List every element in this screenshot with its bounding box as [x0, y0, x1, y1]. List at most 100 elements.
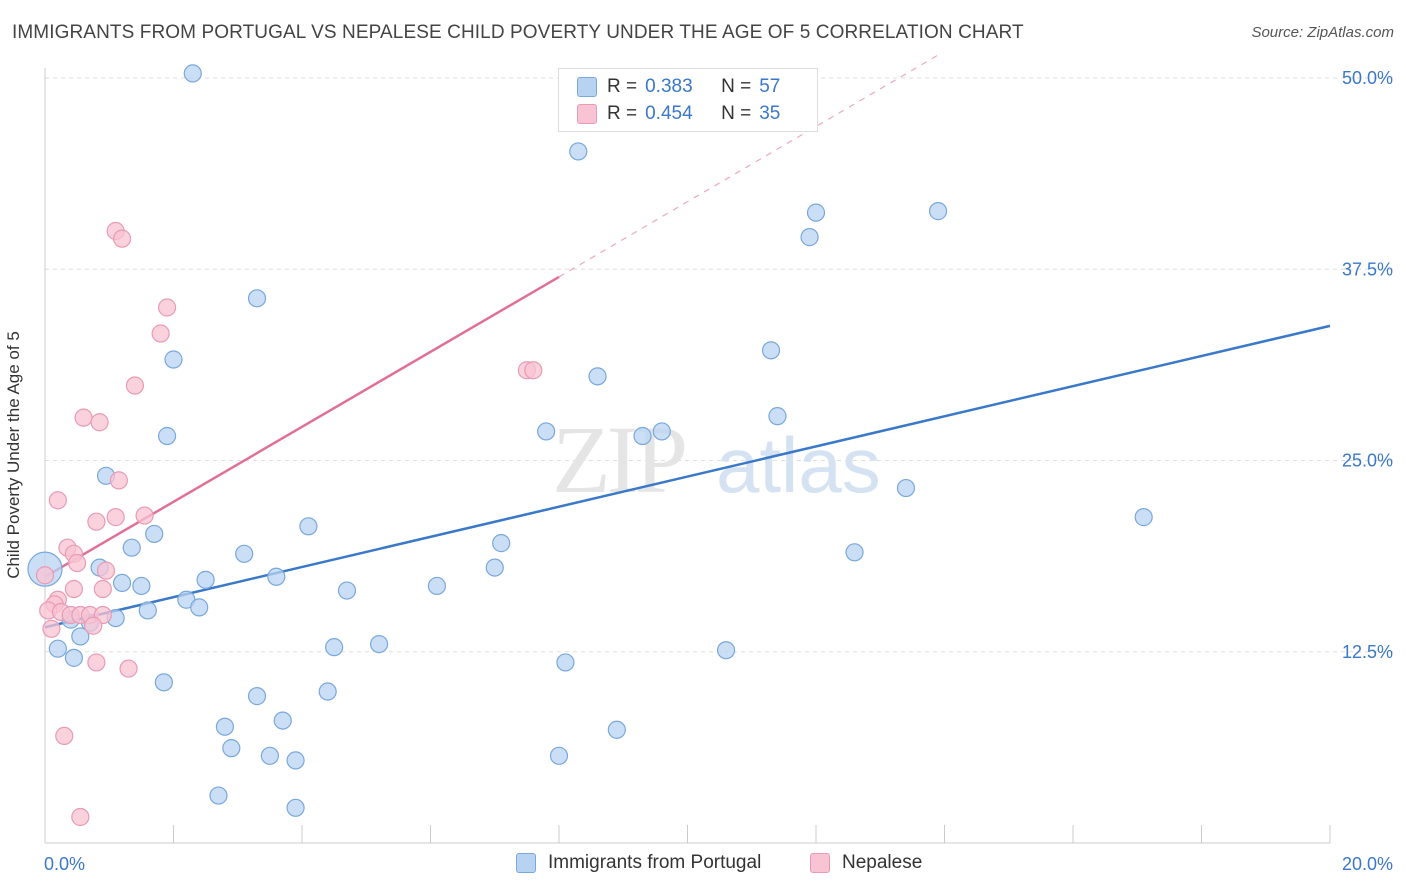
n-label: N =	[721, 76, 752, 97]
grid-lines	[45, 77, 1393, 653]
point-nepalese	[48, 491, 67, 510]
point-nepalese	[135, 506, 154, 525]
legend-swatch-blue	[577, 77, 597, 97]
point-portugal	[845, 543, 864, 562]
point-portugal	[485, 558, 504, 577]
point-nepalese	[106, 508, 125, 527]
point-portugal	[569, 142, 588, 161]
watermark-zip: ZIP	[552, 406, 685, 513]
r-value: 0.454	[645, 103, 693, 124]
chart-title: IMMIGRANTS FROM PORTUGAL VS NEPALESE CHI…	[12, 22, 1024, 43]
x-tick-label: 0.0%	[44, 854, 85, 874]
point-nepalese	[96, 561, 116, 580]
point-nepalese	[64, 579, 84, 599]
point-portugal	[235, 544, 254, 563]
point-portugal	[138, 601, 157, 620]
legend-swatch-pink	[577, 104, 597, 124]
point-portugal	[652, 422, 671, 441]
point-nepalese	[524, 361, 543, 380]
point-portugal	[286, 798, 305, 817]
trend-line-nepalese	[44, 275, 560, 578]
point-portugal	[215, 717, 234, 736]
n-value: 57	[759, 76, 781, 97]
legend-item-nepalese[interactable]: Nepalese	[810, 852, 922, 874]
point-nepalese	[42, 619, 61, 638]
r-label: R =	[607, 103, 638, 124]
point-portugal	[267, 567, 286, 586]
point-portugal	[768, 407, 787, 426]
point-portugal	[247, 289, 267, 308]
point-nepalese	[157, 298, 177, 317]
point-portugal	[196, 570, 215, 589]
chart-source: Source: ZipAtlas.com	[1251, 24, 1394, 41]
point-portugal	[222, 739, 241, 758]
point-portugal	[157, 426, 177, 446]
legend-swatch-pink	[810, 853, 830, 873]
point-portugal	[190, 598, 209, 617]
point-portugal	[145, 524, 164, 544]
point-portugal	[71, 627, 90, 646]
x-tick-label: 20.0%	[1342, 854, 1393, 874]
point-portugal	[318, 682, 337, 701]
point-portugal	[112, 573, 132, 593]
point-portugal	[247, 687, 267, 706]
point-portugal	[806, 203, 826, 222]
point-nepalese	[151, 324, 170, 343]
point-portugal	[537, 422, 556, 441]
legend-label: Immigrants from Portugal	[548, 852, 762, 873]
watermark-atlas: atlas	[716, 421, 881, 509]
point-portugal	[492, 534, 511, 553]
y-tick-label: 50.0%	[1342, 68, 1393, 88]
point-portugal	[299, 517, 318, 536]
point-portugal	[260, 746, 279, 765]
point-nepalese	[87, 512, 106, 531]
point-portugal	[64, 648, 84, 667]
r-label: R =	[607, 76, 638, 97]
legend-item-portugal[interactable]: Immigrants from Portugal	[516, 852, 761, 874]
tick-labels: 12.5% 25.0% 37.5% 50.0% 0.0% 20.0%	[44, 68, 1393, 874]
point-portugal	[209, 786, 228, 805]
point-portugal	[154, 673, 173, 692]
y-tick-label: 12.5%	[1342, 642, 1393, 662]
point-portugal	[549, 746, 569, 765]
point-portugal	[325, 638, 344, 657]
point-portugal	[800, 228, 819, 247]
point-portugal	[556, 653, 575, 672]
point-portugal	[273, 711, 292, 730]
point-portugal	[607, 720, 626, 739]
axes	[44, 68, 1331, 844]
point-portugal	[183, 64, 202, 83]
point-nepalese	[35, 566, 55, 585]
point-portugal	[928, 202, 948, 221]
point-portugal	[122, 538, 141, 557]
point-portugal	[370, 634, 389, 654]
trend-lines	[44, 54, 1331, 629]
point-nepalese	[90, 413, 109, 432]
point-nepalese	[112, 229, 132, 248]
y-tick-label: 37.5%	[1342, 259, 1393, 279]
point-nepalese	[87, 653, 106, 672]
r-value: 0.383	[645, 76, 693, 97]
stats-legend-row-portugal: R = 0.383 N = 57	[577, 75, 781, 99]
point-nepalese	[93, 579, 112, 599]
n-label: N =	[721, 103, 752, 124]
data-points	[27, 64, 1153, 827]
n-value: 35	[759, 103, 781, 124]
legend-swatch-blue	[516, 853, 536, 873]
point-nepalese	[55, 726, 74, 746]
point-nepalese	[119, 659, 138, 678]
y-tick-label: 25.0%	[1342, 451, 1393, 471]
point-portugal	[48, 639, 67, 658]
point-portugal	[716, 641, 736, 660]
point-portugal	[588, 367, 607, 386]
legend-label: Nepalese	[842, 852, 923, 873]
point-portugal	[427, 576, 447, 596]
stats-legend-row-nepalese: R = 0.454 N = 35	[577, 102, 781, 126]
point-portugal	[633, 426, 652, 446]
point-nepalese	[109, 471, 128, 490]
point-nepalese	[68, 553, 87, 573]
point-portugal	[761, 341, 781, 360]
point-nepalese	[74, 408, 93, 427]
point-portugal	[286, 751, 305, 770]
